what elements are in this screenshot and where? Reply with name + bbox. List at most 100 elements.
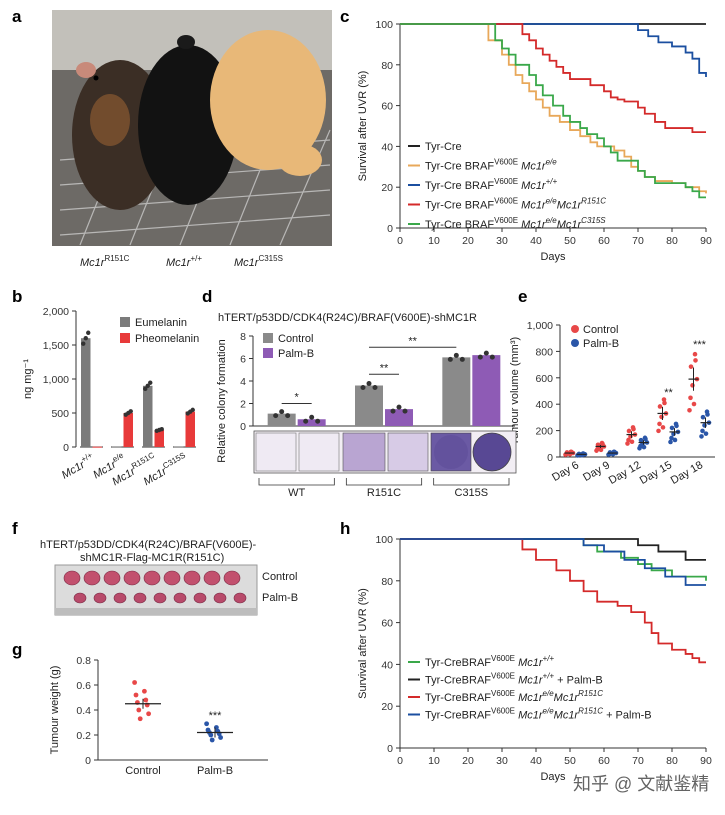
y-tick-label: 0 <box>85 755 91 767</box>
data-point <box>285 413 291 419</box>
x-axis-label: Days <box>540 771 566 783</box>
data-point <box>626 428 632 434</box>
y-tick-label: 8 <box>240 331 246 343</box>
data-point <box>396 404 402 410</box>
mouse-genotype-labels: Mc1rR151C Mc1r+/+ Mc1rC315S <box>80 254 283 269</box>
survival-line-3 <box>400 538 706 586</box>
y-tick-label: 800 <box>535 346 553 358</box>
survival-chart-h: 0 20 40 60 80 100 0 10 20 30 40 50 60 70 80 90 Days Survi… <box>357 534 712 783</box>
y-tick-label: 100 <box>375 534 393 546</box>
bar-eumelanin <box>81 338 91 447</box>
tumour-sample <box>193 592 207 604</box>
data-point <box>657 421 662 427</box>
x-tick-label: 10 <box>428 235 440 247</box>
row-label-control: Control <box>262 571 297 583</box>
tumour-sample <box>123 570 141 586</box>
data-point <box>599 440 605 446</box>
y-tick-label: 200 <box>535 426 553 438</box>
genotype-label: Mc1rR151C <box>80 254 130 269</box>
data-point <box>402 408 408 414</box>
data-point <box>660 425 666 430</box>
bar-pheomelanin <box>154 430 164 447</box>
x-tick-label: 70 <box>632 755 644 767</box>
category-bracket <box>345 478 423 486</box>
x-tick-label: 20 <box>462 235 474 247</box>
y-axis-label: Tumour volume (mm³) <box>509 337 521 445</box>
data-point <box>86 330 91 335</box>
y-axis-label: Relative colony formation <box>216 339 228 463</box>
survival-line-3 <box>400 23 706 134</box>
legend-entry: Tyr-Cre BRAFV600E Mc1re/eMc1rC315S <box>425 216 606 231</box>
tumour-sample <box>143 570 161 586</box>
x-tick-label: 70 <box>632 235 644 247</box>
data-point <box>133 692 139 698</box>
data-point <box>638 443 643 449</box>
y-tick-label: 600 <box>535 373 553 385</box>
data-point <box>661 397 667 402</box>
significance-mark: ** <box>380 362 389 374</box>
y-tick-label: 0 <box>240 421 246 433</box>
x-tick-label: 50 <box>564 235 576 247</box>
data-point <box>702 423 707 428</box>
tumour-sample <box>233 592 247 604</box>
data-point <box>145 383 150 388</box>
x-tick-label: 90 <box>700 755 712 767</box>
watermark-text: 知乎 @ 文献鉴精 <box>573 774 709 794</box>
y-tick-label: 0.8 <box>76 655 91 667</box>
data-point <box>629 439 635 445</box>
category-label: Mc1r+/+ <box>58 450 97 481</box>
data-point <box>688 364 694 369</box>
legend-entry: Tyr-CreBRAFV600E Mc1re/eMc1rR151C + Palm… <box>425 707 652 722</box>
tumour-weight-chart: 0 0.2 0.4 0.6 0.8 Tumour weight (g) Control Pal… <box>49 655 268 777</box>
row-label-palm-b: Palm-B <box>262 592 298 604</box>
survival-line-2 <box>400 23 707 78</box>
category-label: Day 9 <box>581 459 612 484</box>
bar-eumelanin <box>143 385 153 447</box>
tumour-sample <box>113 592 127 604</box>
x-tick-label: 80 <box>666 235 678 247</box>
bar-palm-b <box>385 409 413 426</box>
significance-mark: * <box>295 392 300 404</box>
data-point <box>659 414 664 420</box>
x-tick-label: 20 <box>462 755 474 767</box>
y-tick-label: 0 <box>387 223 393 235</box>
x-tick-label: 0 <box>397 235 403 247</box>
category-label: Day 15 <box>638 459 674 487</box>
y-tick-label: 0.4 <box>76 705 91 717</box>
data-point <box>477 354 483 360</box>
y-tick-label: 1,000 <box>43 374 69 386</box>
data-point <box>81 341 86 346</box>
panel-label-a: a <box>12 7 22 26</box>
data-point <box>447 356 453 362</box>
tumour-sample <box>63 570 81 586</box>
legend-entry: Tyr-Cre BRAFV600E Mc1re/eMc1rR151C <box>425 197 606 212</box>
data-point <box>142 688 147 694</box>
data-point <box>598 447 604 453</box>
tumour-sample <box>153 592 167 604</box>
tumour-sample <box>93 592 107 604</box>
category-label: Control <box>125 765 160 777</box>
y-tick-label: 80 <box>381 60 393 72</box>
tumour-sample <box>203 570 221 586</box>
data-point <box>672 437 678 443</box>
data-point <box>137 716 143 722</box>
data-point <box>148 380 153 385</box>
survival-line-1 <box>400 538 706 561</box>
x-tick-label: 10 <box>428 755 440 767</box>
tumour-sample <box>223 570 241 586</box>
x-tick-label: 90 <box>700 235 712 247</box>
y-tick-label: 60 <box>381 101 393 113</box>
survival-line-4 <box>400 23 706 199</box>
legend-swatch <box>263 348 273 358</box>
data-point <box>669 425 675 431</box>
data-point <box>453 352 459 358</box>
data-point <box>360 385 366 390</box>
data-point <box>595 446 600 452</box>
tumour-volume-chart: 0 200 400 600 800 1,000 Tumour volume (mm³) Day… <box>509 320 715 487</box>
y-tick-label: 60 <box>381 618 393 630</box>
data-point <box>692 351 698 357</box>
tumour-sample <box>133 592 147 604</box>
legend-entry: Eumelanin <box>135 317 187 329</box>
bar-eumelanin <box>174 446 184 448</box>
bar-control <box>442 357 471 426</box>
